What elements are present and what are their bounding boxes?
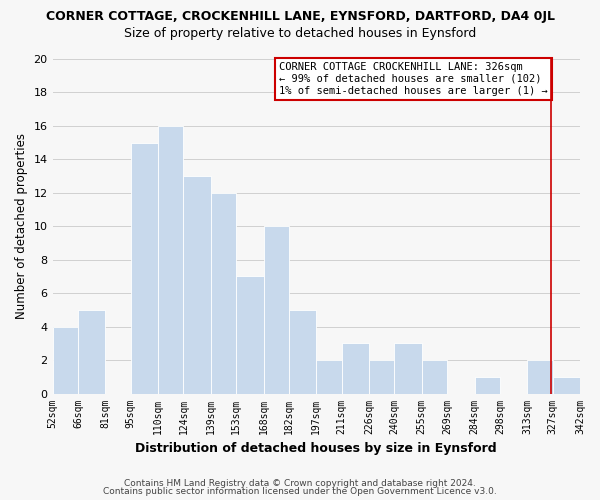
X-axis label: Distribution of detached houses by size in Eynsford: Distribution of detached houses by size … (136, 442, 497, 455)
Bar (527, 360, 553, 394)
Y-axis label: Number of detached properties: Number of detached properties (15, 134, 28, 320)
Text: CORNER COTTAGE CROCKENHILL LANE: 326sqm
← 99% of detached houses are smaller (10: CORNER COTTAGE CROCKENHILL LANE: 326sqm … (280, 62, 548, 96)
Bar (158, 126, 184, 394)
Text: Contains HM Land Registry data © Crown copyright and database right 2024.: Contains HM Land Registry data © Crown c… (124, 478, 476, 488)
Bar (289, 310, 316, 394)
Bar (263, 226, 289, 394)
Bar (394, 344, 422, 394)
Bar (553, 377, 580, 394)
Bar (342, 344, 369, 394)
Bar (184, 176, 211, 394)
Bar (211, 193, 236, 394)
Bar (422, 360, 447, 394)
Text: Contains public sector information licensed under the Open Government Licence v3: Contains public sector information licen… (103, 487, 497, 496)
Bar (369, 360, 394, 394)
Bar (78, 310, 105, 394)
Bar (316, 360, 342, 394)
Bar (131, 142, 158, 394)
Bar (53, 326, 78, 394)
Bar (475, 377, 500, 394)
Text: Size of property relative to detached houses in Eynsford: Size of property relative to detached ho… (124, 28, 476, 40)
Bar (236, 276, 263, 394)
Text: CORNER COTTAGE, CROCKENHILL LANE, EYNSFORD, DARTFORD, DA4 0JL: CORNER COTTAGE, CROCKENHILL LANE, EYNSFO… (46, 10, 554, 23)
